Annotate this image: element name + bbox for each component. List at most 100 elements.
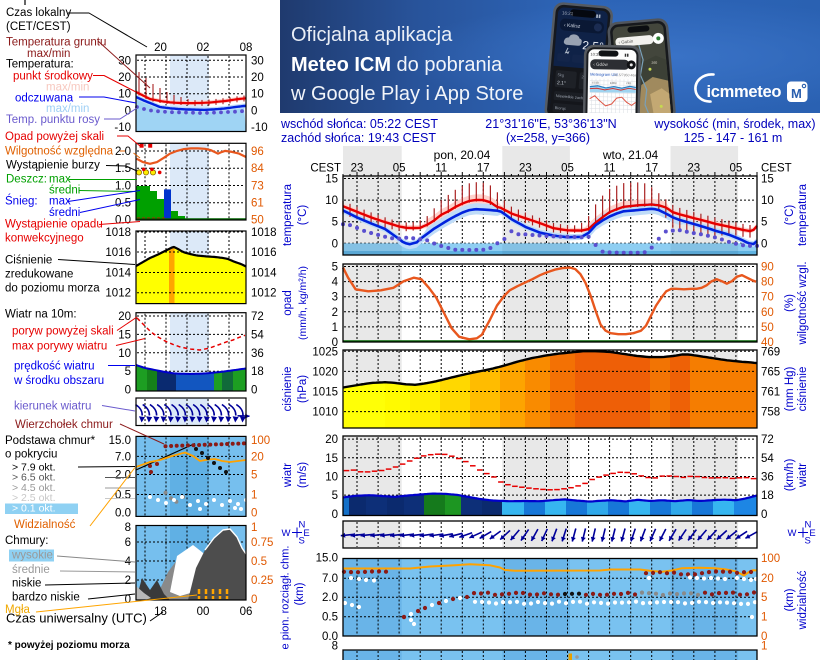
svg-text:średni: średni <box>49 207 80 219</box>
svg-text:Meteo ICM do pobrania: Meteo ICM do pobrania <box>291 54 503 76</box>
svg-text:▮▮: ▮▮ <box>624 52 628 57</box>
svg-text:15.0: 15.0 <box>109 435 131 447</box>
svg-text:2: 2 <box>332 307 338 319</box>
svg-text:Ciśnienie: Ciśnienie <box>5 255 52 267</box>
svg-text:1: 1 <box>251 522 257 534</box>
svg-text:1012: 1012 <box>105 288 131 300</box>
svg-text:Temperatura:: Temperatura: <box>6 59 74 71</box>
svg-text:> 6.5 okt.: > 6.5 okt. <box>12 472 56 484</box>
svg-text:1016: 1016 <box>251 247 277 259</box>
svg-text:4: 4 <box>332 277 339 289</box>
svg-text:7.0: 7.0 <box>115 451 131 463</box>
svg-text:260: 260 <box>651 61 657 65</box>
svg-text:Czas lokalny: Czas lokalny <box>6 7 71 19</box>
svg-text:100: 100 <box>761 553 780 565</box>
svg-text:10:35: 10:35 <box>590 52 601 57</box>
svg-text:30: 30 <box>118 55 131 67</box>
svg-text:-10: -10 <box>114 122 131 134</box>
svg-text:max: max <box>49 196 71 208</box>
svg-text:w środku obszaru: w środku obszaru <box>13 375 104 387</box>
svg-text:średni: średni <box>49 185 80 197</box>
svg-text:0.5: 0.5 <box>322 612 338 624</box>
svg-text:50: 50 <box>251 215 264 227</box>
svg-text:1016: 1016 <box>105 247 131 259</box>
svg-text:2.0: 2.0 <box>115 146 131 158</box>
svg-text:‹ Kalisz: ‹ Kalisz <box>564 22 581 29</box>
svg-text:wschód słońca: 05:22 CEST: wschód słońca: 05:22 CEST <box>280 117 438 131</box>
svg-text:‹ Gdów: ‹ Gdów <box>593 62 608 67</box>
svg-text:opad: opad <box>282 290 294 316</box>
svg-text:23: 23 <box>519 163 532 175</box>
svg-text:zachód słońca: 19:43 CEST: zachód słońca: 19:43 CEST <box>281 131 436 145</box>
svg-text:max/min: max/min <box>46 103 89 115</box>
svg-text:Temp. punktu rosy: Temp. punktu rosy <box>6 114 100 126</box>
svg-text:1020: 1020 <box>312 366 338 378</box>
svg-text:0: 0 <box>251 385 257 397</box>
svg-text:84: 84 <box>251 163 264 175</box>
svg-text:10: 10 <box>118 89 131 101</box>
svg-text:1010: 1010 <box>312 407 338 419</box>
svg-text:4: 4 <box>125 556 132 568</box>
svg-text:02: 02 <box>197 42 210 54</box>
svg-text:1: 1 <box>761 641 767 653</box>
svg-text:> 2.5 okt.: > 2.5 okt. <box>12 492 56 504</box>
svg-text:Wystąpienie burzy: Wystąpienie burzy <box>6 160 100 172</box>
svg-text:0.0: 0.0 <box>115 215 131 227</box>
svg-text:5kg: 5kg <box>557 72 564 78</box>
svg-text:0: 0 <box>761 238 767 250</box>
svg-text:15: 15 <box>118 329 131 341</box>
svg-text:Deszcz:: Deszcz: <box>6 174 47 186</box>
svg-text:kierunek wiatru: kierunek wiatru <box>14 401 91 413</box>
svg-text:Oficjalna aplikacja: Oficjalna aplikacja <box>291 24 453 46</box>
svg-text:1015: 1015 <box>312 387 338 399</box>
svg-text:08: 08 <box>240 42 253 54</box>
svg-text:15.0: 15.0 <box>316 553 338 565</box>
svg-text:20: 20 <box>118 72 131 84</box>
svg-text:748: 748 <box>626 81 631 85</box>
svg-text:769: 769 <box>761 346 780 358</box>
svg-text:72: 72 <box>251 311 264 323</box>
svg-text:0.25: 0.25 <box>251 575 273 587</box>
svg-text:bardzo niskie: bardzo niskie <box>12 592 80 604</box>
svg-text:(°C): (°C) <box>784 205 796 226</box>
svg-text:96: 96 <box>251 146 264 158</box>
svg-text:max: max <box>49 174 71 186</box>
svg-text:3: 3 <box>332 292 338 304</box>
svg-text:(CET/CEST): (CET/CEST) <box>6 21 71 33</box>
svg-text:0: 0 <box>251 594 257 606</box>
svg-text:Temperatura gruntu: Temperatura gruntu <box>6 37 106 49</box>
svg-text:Śnieg:: Śnieg: <box>5 195 38 208</box>
svg-text:(mm Hg): (mm Hg) <box>784 366 796 411</box>
svg-text:1: 1 <box>332 322 338 334</box>
svg-text:max/min: max/min <box>46 82 89 94</box>
svg-text:CEST: CEST <box>761 163 792 175</box>
svg-text:0: 0 <box>125 385 131 397</box>
svg-text:20: 20 <box>325 434 338 446</box>
svg-text:prędkość wiatru: prędkość wiatru <box>14 361 95 373</box>
svg-text:20: 20 <box>251 72 264 84</box>
svg-text:ciśnienie: ciśnienie <box>797 367 809 412</box>
svg-text:E: E <box>303 528 309 539</box>
svg-text:5: 5 <box>761 592 767 604</box>
svg-text:15: 15 <box>761 174 774 186</box>
svg-text:54: 54 <box>251 329 264 341</box>
svg-text:e pion. rozciągł. chm.: e pion. rozciągł. chm. <box>280 546 292 650</box>
svg-text:05: 05 <box>393 163 406 175</box>
svg-text:1: 1 <box>761 612 767 624</box>
svg-text:Biorąc: Biorąc <box>555 105 567 111</box>
svg-text:1.5: 1.5 <box>115 163 131 175</box>
svg-text:(%): (%) <box>784 294 796 312</box>
svg-text:poryw powyżej skali: poryw powyżej skali <box>12 326 114 338</box>
svg-text:0: 0 <box>332 509 338 521</box>
svg-text:0: 0 <box>761 631 767 643</box>
svg-text:5: 5 <box>125 366 131 378</box>
svg-text:54: 54 <box>761 453 774 465</box>
svg-text:ciśnienie: ciśnienie <box>282 367 294 412</box>
svg-text:90: 90 <box>761 262 774 274</box>
svg-text:80: 80 <box>761 277 774 289</box>
svg-text:30: 30 <box>251 55 264 67</box>
svg-text:18: 18 <box>154 606 167 618</box>
svg-text:17: 17 <box>477 163 490 175</box>
svg-text:N: N <box>299 520 306 531</box>
svg-text:N: N <box>805 520 812 531</box>
